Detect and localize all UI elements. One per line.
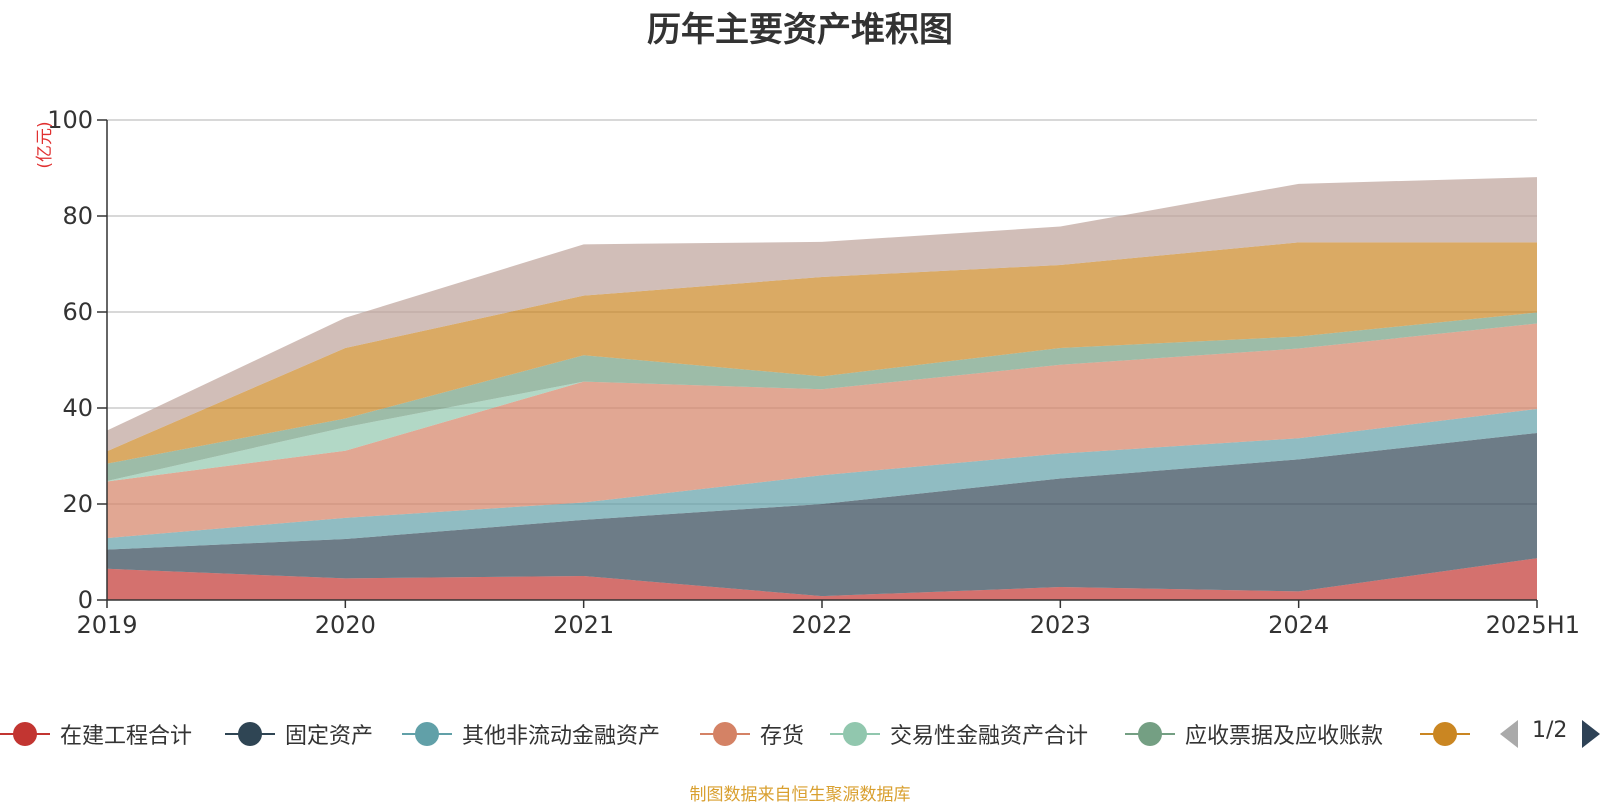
y-tick-label: 40: [62, 394, 93, 422]
legend-pager: 1/2: [1500, 714, 1600, 754]
y-tick-label: 60: [62, 298, 93, 326]
legend-item[interactable]: 存货: [700, 714, 804, 754]
x-tick-label: 2019: [76, 611, 137, 639]
area-series-7[interactable]: [107, 177, 1537, 452]
area-series: [107, 177, 1537, 600]
axes: 0 20 40 60 80 100 2019 2020 2021 2022 2023 2024 2025…: [47, 106, 1580, 639]
legend-label: 在建工程合计: [60, 724, 193, 749]
y-tick-label: 100: [47, 106, 93, 134]
legend-marker-icon: [0, 719, 50, 749]
area-series-5[interactable]: [107, 312, 1537, 481]
legend-item[interactable]: 应收票据及应收账款: [1125, 714, 1383, 754]
y-tick-label: 20: [62, 490, 93, 518]
legend-item[interactable]: 交易性金融资产合计: [830, 714, 1088, 754]
legend-label: 应收票据及应收账款: [1185, 724, 1384, 749]
legend-marker-icon: [1420, 719, 1470, 749]
area-series-2[interactable]: [107, 408, 1537, 550]
x-tick-label: 2020: [315, 611, 376, 639]
pager-next-icon[interactable]: [1582, 720, 1600, 748]
chart-title: 历年主要资产堆积图: [647, 10, 953, 50]
pager-page-label: 1/2: [1532, 718, 1568, 743]
source-note: 制图数据来自恒生聚源数据库: [689, 785, 911, 805]
legend-item[interactable]: [1420, 714, 1480, 754]
x-tick-label: 2023: [1030, 611, 1091, 639]
legend-item[interactable]: 固定资产: [225, 714, 373, 754]
area-series-1[interactable]: [107, 432, 1537, 597]
x-tick-label: 2021: [553, 611, 614, 639]
x-tick-label: 2022: [791, 611, 852, 639]
legend-marker-icon: [1125, 719, 1175, 749]
x-tick-label: 2024: [1268, 611, 1329, 639]
legend-marker-icon: [830, 719, 880, 749]
area-series-0[interactable]: [107, 558, 1537, 600]
legend-marker-icon: [225, 719, 275, 749]
legend-label: 固定资产: [285, 724, 374, 749]
legend-marker-icon: [700, 719, 750, 749]
legend-label: 其他非流动金融资产: [462, 724, 661, 749]
x-tick-label: 2025H1: [1486, 611, 1580, 639]
area-series-3[interactable]: [107, 323, 1537, 539]
area-series-6[interactable]: [107, 242, 1537, 464]
legend-item[interactable]: 在建工程合计: [0, 714, 192, 754]
legend-label: 交易性金融资产合计: [890, 724, 1089, 749]
y-tick-label: 80: [62, 202, 93, 230]
y-axis-unit-label: (亿元): [35, 121, 55, 168]
y-tick-label: 0: [78, 586, 93, 614]
legend-item[interactable]: 其他非流动金融资产: [402, 714, 660, 754]
legend-label: 存货: [760, 724, 805, 749]
legend-marker-icon: [402, 719, 452, 749]
pager-prev-icon[interactable]: [1500, 720, 1518, 748]
